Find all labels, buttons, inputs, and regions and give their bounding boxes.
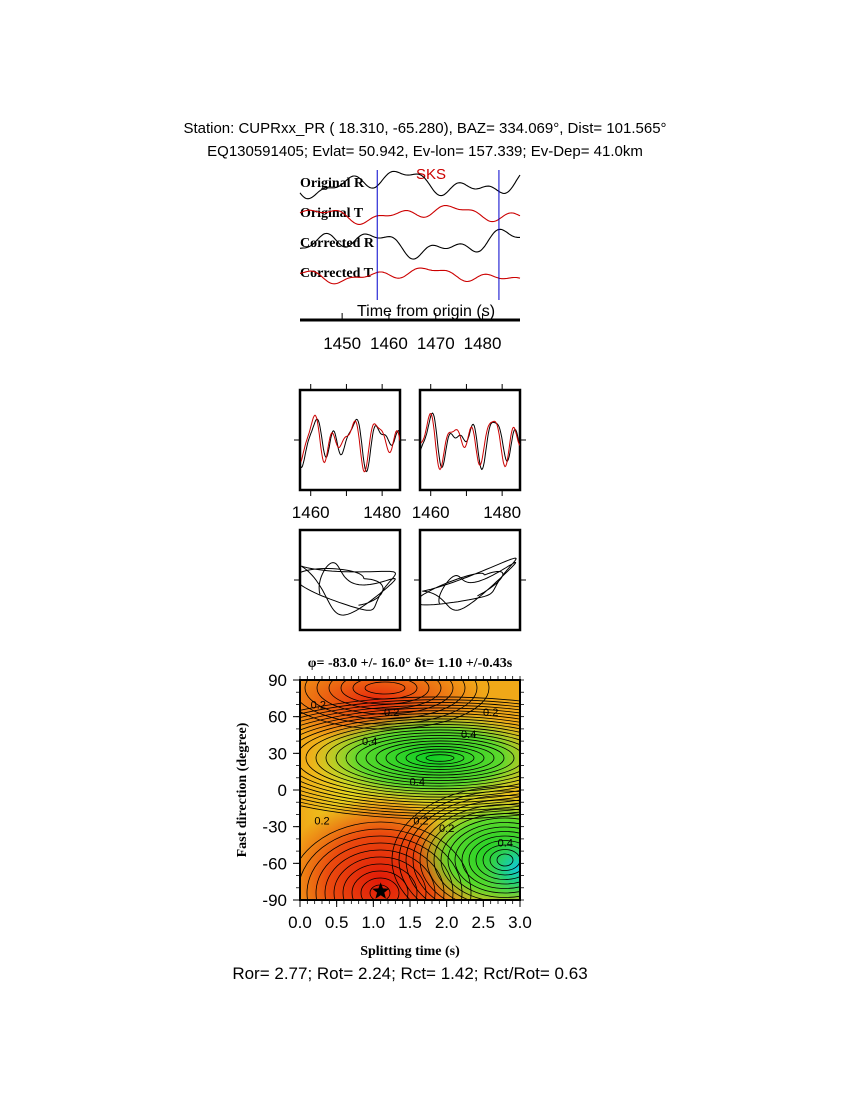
overlay-right-fast-trace — [421, 412, 520, 471]
grid-ytick-label-90: 90 — [268, 671, 287, 690]
energy-grid-heatmap: 0.2 0.2 0.4 0.4 0.4 0.2 0.2 0.2 0.4 0.2 — [300, 680, 520, 900]
overlay-right-xtick-label-1460: 1460 — [412, 503, 450, 522]
contour-label-2: 0.2 — [483, 707, 498, 719]
x-axis-title-seismo: Time from origin (s) — [357, 303, 495, 320]
grid-ytick-label-30: 30 — [268, 744, 287, 763]
grid-ytick-label-0: 0 — [278, 781, 287, 800]
overlay-right-slow-trace — [421, 413, 520, 471]
contour-label-3: 0.4 — [362, 736, 377, 748]
energy-grid-title: φ= -83.0 +/- 16.0° δt= 1.10 +/-0.43s — [308, 656, 513, 671]
particle-motion-before — [301, 562, 396, 616]
contour-label-1: 0.2 — [384, 707, 399, 719]
overlay-left-xtick-label-1460: 1460 — [292, 503, 330, 522]
grid-xtick-label-2.0: 2.0 — [435, 913, 459, 932]
grid-ytick-label--60: -60 — [262, 854, 287, 873]
seismo-xtick-label-1470: 1470 — [417, 334, 455, 353]
trace-label-original-t: Original T — [300, 206, 364, 221]
particle-motion-after — [421, 557, 517, 611]
station-header: Station: CUPRxx_PR ( 18.310, -65.280), B… — [183, 120, 667, 137]
trace-label-original-r: Original R — [300, 176, 365, 191]
trace-label-corrected-r: Corrected R — [300, 236, 375, 251]
contour-label-6: 0.2 — [314, 816, 329, 828]
contour-label-10: 0.2 — [311, 699, 326, 711]
trace-label-corrected-t: Corrected T — [300, 266, 374, 281]
overlay-left-slow-trace — [301, 414, 400, 473]
seismo-xtick-label-1480: 1480 — [464, 334, 502, 353]
contour-label-9: 0.4 — [498, 838, 513, 850]
grid-ytick-label--30: -30 — [262, 818, 287, 837]
contour-label-5: 0.4 — [410, 776, 425, 788]
ratios-footer: Ror= 2.77; Rot= 2.24; Rct= 1.42; Rct/Rot… — [232, 964, 588, 983]
seismo-trace-2 — [299, 204, 521, 225]
seismo-trace-1 — [299, 170, 521, 200]
contour-label-4: 0.4 — [461, 729, 476, 741]
overlay-left-fast-trace — [301, 418, 400, 473]
best-fit-star-icon — [372, 882, 390, 899]
grid-xtick-label-2.5: 2.5 — [472, 913, 496, 932]
seismogram-panel: Original R Original T Corrected R Correc… — [299, 166, 521, 353]
contour-label-8: 0.2 — [439, 823, 454, 835]
event-header: EQ130591405; Evlat= 50.942, Ev-lon= 157.… — [207, 143, 643, 160]
particle-frame-right — [418, 528, 522, 632]
seismo-xtick-label-1450: 1450 — [323, 334, 361, 353]
energy-grid-x-title: Splitting time (s) — [360, 944, 460, 959]
phase-label: SKS — [416, 166, 446, 183]
overlay-left-xtick-label-1480: 1480 — [363, 503, 401, 522]
energy-grid-y-title: Fast direction (degree) — [235, 722, 250, 857]
seismo-xtick-label-1460: 1460 — [370, 334, 408, 353]
grid-xtick-label-0.0: 0.0 — [288, 913, 312, 932]
particle-frame-left — [298, 528, 402, 632]
seismo-trace-4 — [299, 267, 521, 285]
seismo-trace-3 — [299, 228, 520, 260]
grid-xtick-label-1.0: 1.0 — [362, 913, 386, 932]
contour-label-7: 0.2 — [413, 816, 428, 828]
overlay-right-xtick-label-1480: 1480 — [483, 503, 521, 522]
grid-xtick-label-1.5: 1.5 — [398, 913, 422, 932]
grid-ytick-label--90: -90 — [262, 891, 287, 910]
grid-xtick-label-0.5: 0.5 — [325, 913, 349, 932]
grid-xtick-label-3.0: 3.0 — [508, 913, 532, 932]
grid-ytick-label-60: 60 — [268, 708, 287, 727]
